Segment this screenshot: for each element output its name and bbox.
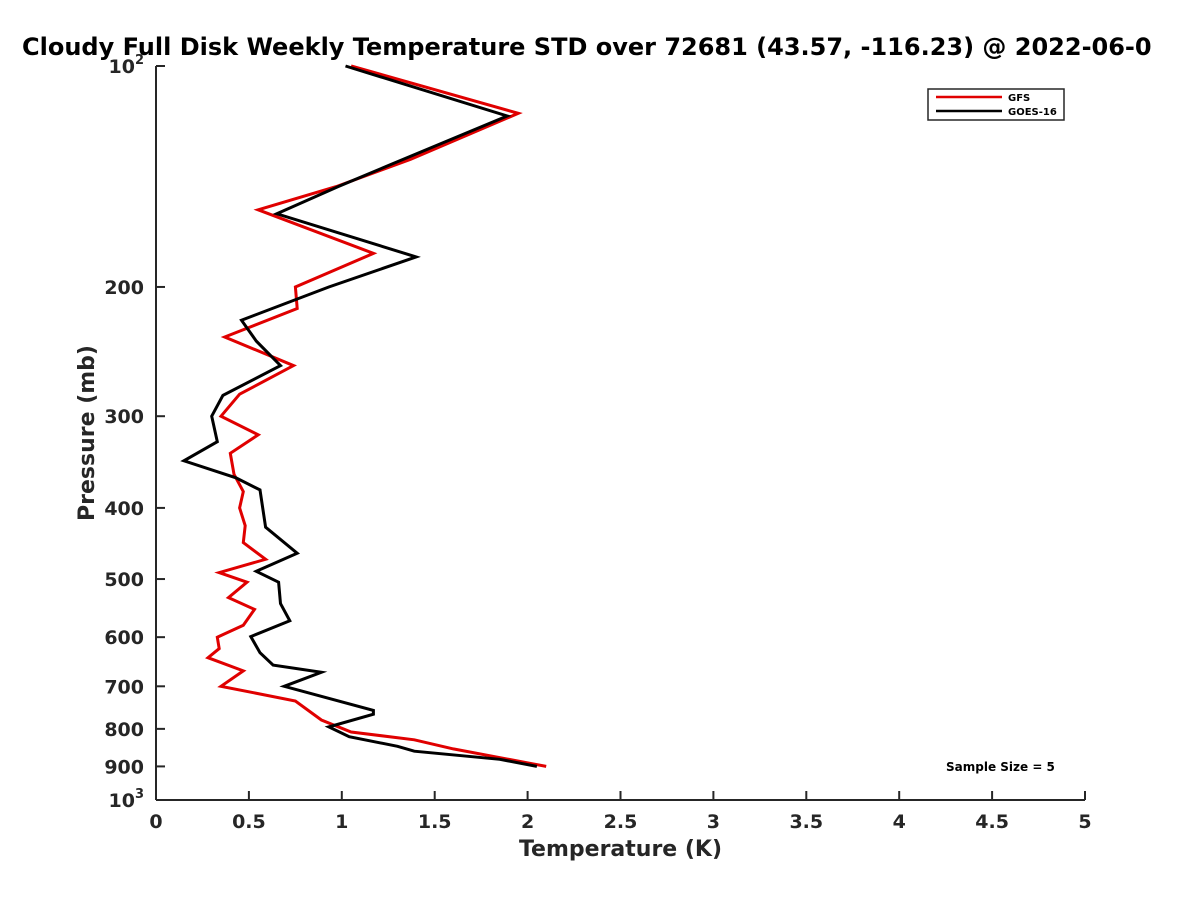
x-tick-label: 0: [149, 811, 162, 833]
chart-title: Cloudy Full Disk Weekly Temperature STD …: [22, 33, 1152, 61]
y-tick-label: 102: [109, 53, 145, 78]
legend-box: [927, 88, 1065, 121]
series-line-gfs: [205, 64, 547, 768]
y-tick-label: 900: [104, 756, 144, 778]
y-tick-label: 700: [104, 676, 144, 698]
x-tick-label: 1: [335, 811, 348, 833]
x-tick-label: 4.5: [975, 811, 1009, 833]
y-tick-label: 800: [104, 719, 144, 741]
legend: GFS GOES-16: [927, 88, 1065, 121]
x-axis-label: Temperature (K): [519, 837, 722, 862]
y-tick-label: 200: [104, 277, 144, 299]
legend-label-goes16: GOES-16: [1008, 107, 1057, 118]
sample-size-annotation: Sample Size = 5: [946, 760, 1055, 774]
series-layer: [180, 64, 547, 768]
x-tick-label: 3: [707, 811, 720, 833]
x-tick-label: 0.5: [232, 811, 266, 833]
x-tick-label: 5: [1078, 811, 1091, 833]
y-axis-label: Pressure (mb): [75, 345, 100, 521]
axes: 0 0.5 1 1.5 2 2.5 3 3.5 4 4.5 5 102 200 300 400 500 600 7…: [75, 53, 1092, 862]
y-tick-label: 600: [104, 627, 144, 649]
x-tick-label: 2: [521, 811, 534, 833]
legend-label-gfs: GFS: [1008, 93, 1030, 104]
x-tick-label: 4: [893, 811, 906, 833]
series-line-goes16: [180, 64, 538, 768]
y-tick-label: 500: [104, 569, 144, 591]
x-tick-label: 1.5: [418, 811, 452, 833]
y-tick-label: 400: [104, 498, 144, 520]
y-tick-label: 103: [109, 787, 145, 812]
x-tick-label: 3.5: [789, 811, 823, 833]
x-tick-label: 2.5: [604, 811, 638, 833]
y-tick-label: 300: [104, 406, 144, 428]
